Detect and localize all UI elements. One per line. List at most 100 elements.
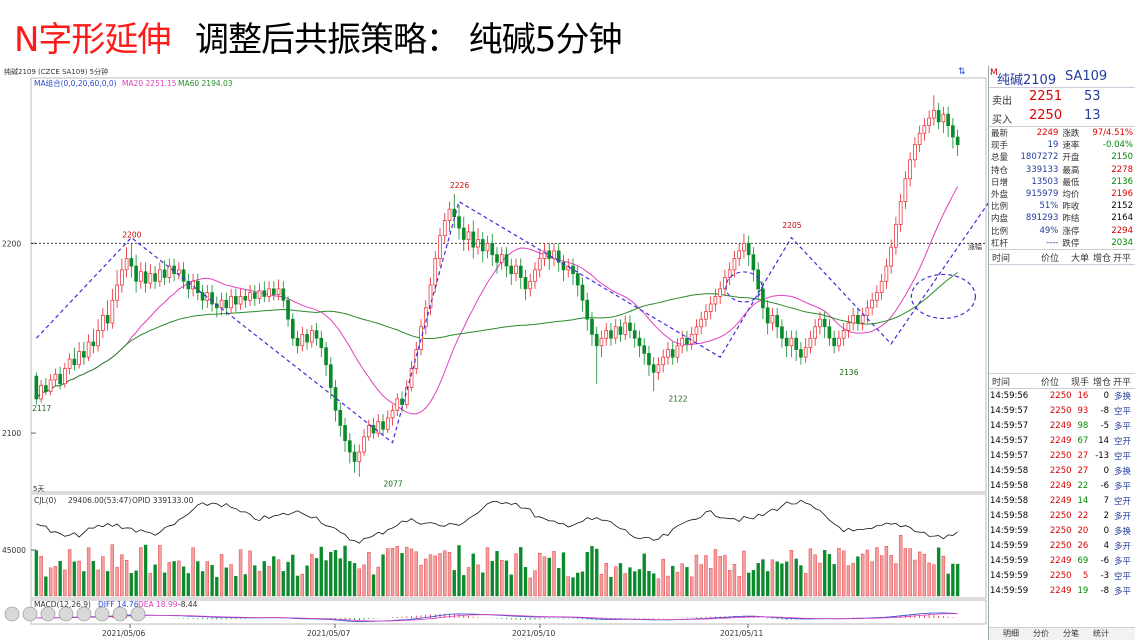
volume-bar: [476, 564, 480, 597]
tab-0[interactable]: 明细: [1003, 629, 1019, 638]
candle-body: [713, 296, 718, 305]
trade-cell: 7: [1103, 496, 1110, 507]
candle-body: [309, 330, 314, 343]
candle: [143, 262, 148, 293]
toolbar-button[interactable]: [58, 606, 74, 622]
settings-icon[interactable]: ⇅: [958, 67, 966, 77]
candle-body: [290, 318, 295, 339]
volume-bar: [300, 573, 304, 597]
candle: [718, 281, 723, 305]
trade-cell: 16: [1077, 391, 1089, 402]
tab-1[interactable]: 分价: [1033, 629, 1049, 638]
candle: [946, 106, 950, 138]
candle-body: [200, 292, 205, 301]
trades-header: 时间 价位 现手 增仓 开平: [989, 372, 1135, 389]
volume-bar: [77, 560, 81, 597]
trade-cell: 2250: [1049, 541, 1072, 552]
candle-body: [884, 265, 889, 282]
trade-row: 14:59:57 2249 67 14 空开: [989, 434, 1135, 449]
ask-label: 卖出: [992, 96, 1012, 107]
volume-bar: [452, 570, 456, 597]
candle-body: [680, 337, 685, 347]
trade-row: 14:59:56 2250 16 0 多换: [989, 389, 1135, 404]
trade-cell: 2249: [1049, 496, 1072, 507]
trade-cell: 多换: [1114, 527, 1132, 538]
candle-body: [618, 326, 623, 335]
volume-bar: [595, 548, 599, 597]
trade-cell: -8: [1100, 586, 1110, 597]
quote-panel: M 纯碱2109 SA109 卖出 2251 53 买入 2250 13 最新 2…: [988, 66, 1135, 640]
volume-bar: [395, 546, 399, 597]
toolbar-button[interactable]: [22, 606, 38, 622]
bid-row[interactable]: 买入 2250 13: [989, 107, 1135, 126]
candle: [324, 341, 328, 377]
candle: [376, 414, 381, 437]
candle: [856, 307, 860, 331]
trade-cell: 26: [1077, 541, 1089, 552]
candle-body: [651, 364, 656, 373]
price-annotation: 2117: [32, 404, 51, 413]
candle-body: [476, 239, 480, 248]
candle: [281, 281, 286, 308]
trade-cell: 空开: [1114, 437, 1132, 448]
tab-2[interactable]: 分笔: [1063, 629, 1079, 638]
toolbar-button[interactable]: [76, 606, 92, 622]
volume-bar: [566, 576, 570, 597]
volume-bar: [129, 573, 134, 597]
quote-label: 昨结: [1062, 214, 1080, 225]
trade-cell: 2249: [1049, 556, 1072, 567]
candle: [932, 95, 936, 126]
candle: [556, 243, 561, 272]
candle-body: [623, 322, 628, 335]
toolbar-button[interactable]: [4, 606, 20, 622]
volume-bar: [509, 574, 513, 597]
candle-body: [48, 379, 53, 392]
candle-body: [723, 277, 727, 290]
candle: [889, 239, 893, 274]
trade-cell: 14: [1077, 496, 1089, 507]
trade-cell: 2249: [1049, 421, 1072, 432]
candle-body: [129, 258, 134, 267]
volume-bar: [457, 545, 461, 597]
candle-body: [319, 337, 324, 349]
quote-label: 外盘: [991, 190, 1009, 201]
candle-body: [480, 239, 485, 252]
candle: [903, 171, 908, 210]
trade-cell: -3: [1100, 571, 1110, 582]
candle-body: [523, 277, 528, 290]
tab-3[interactable]: 统计: [1093, 629, 1109, 638]
resonance-ellipse: [725, 271, 763, 303]
ask-row[interactable]: 卖出 2251 53: [989, 88, 1135, 107]
candle: [742, 233, 746, 259]
volume-bar: [390, 548, 395, 597]
volume-bar: [314, 558, 319, 597]
volume-bar: [490, 560, 494, 597]
candle-body: [770, 315, 775, 324]
toolbar-button[interactable]: [40, 606, 56, 622]
candle-body: [153, 273, 157, 282]
candle: [86, 334, 91, 361]
candle-body: [423, 307, 428, 328]
trade-cell: 0: [1103, 466, 1110, 477]
candle: [528, 273, 533, 297]
candle-body: [86, 341, 91, 358]
volume-bar: [851, 562, 855, 597]
volume-bar: [742, 550, 746, 597]
trade-cell: 空开: [1114, 497, 1132, 508]
trade-cell: 2250: [1049, 511, 1072, 522]
candle-body: [685, 337, 689, 345]
column-header: 增仓: [1093, 377, 1112, 388]
toolbar-button[interactable]: [112, 606, 128, 622]
candle: [63, 362, 67, 388]
candle: [618, 319, 623, 342]
toolbar-button[interactable]: [130, 606, 146, 622]
candle-body: [91, 341, 96, 347]
candle: [509, 258, 514, 286]
candle: [476, 228, 480, 255]
toolbar-button[interactable]: [94, 606, 110, 622]
chart-toolbar[interactable]: [4, 606, 146, 622]
candle: [656, 357, 661, 380]
candle-body: [609, 330, 613, 339]
